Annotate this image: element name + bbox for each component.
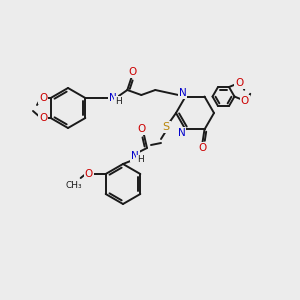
Text: N: N	[178, 88, 186, 98]
Text: O: O	[39, 113, 47, 123]
Text: CH₃: CH₃	[65, 181, 82, 190]
Text: O: O	[241, 96, 249, 106]
Text: N: N	[110, 93, 117, 103]
Text: O: O	[236, 77, 244, 88]
Text: O: O	[137, 124, 145, 134]
Text: O: O	[85, 169, 93, 179]
Text: H: H	[136, 155, 143, 164]
Text: H: H	[115, 97, 122, 106]
Text: O: O	[128, 67, 136, 77]
Text: O: O	[39, 93, 47, 103]
Text: O: O	[198, 143, 207, 154]
Text: S: S	[162, 122, 169, 132]
Text: N: N	[178, 128, 185, 139]
Text: N: N	[131, 151, 139, 161]
